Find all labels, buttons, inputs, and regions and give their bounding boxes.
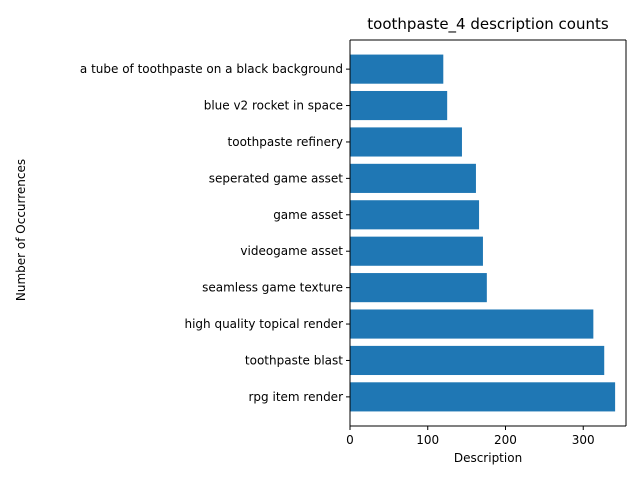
y-tick-label: seperated game asset [209,171,344,185]
y-tick-label: toothpaste blast [245,353,343,367]
bars-group [350,54,616,412]
bar [350,54,444,84]
bar [350,236,483,266]
x-axis-ticks: 0 100 200 300 [346,426,595,447]
y-tick-label: seamless game texture [202,281,343,295]
chart-title: toothpaste_4 description counts [367,15,609,34]
y-tick-label: rpg item render [249,390,344,404]
x-tick-label: 100 [416,433,439,447]
bar [350,127,462,157]
bar [350,90,448,121]
y-tick-label: game asset [273,208,343,222]
bar [350,382,616,412]
y-axis-ticks: rpg item render toothpaste blast high qual… [80,62,350,404]
y-axis-label: Number of Occurrences [14,159,28,301]
x-tick-label: 200 [494,433,517,447]
bar [350,163,476,193]
bar [350,345,605,376]
y-tick-label: toothpaste refinery [228,135,343,149]
x-tick-label: 300 [572,433,595,447]
bar [350,200,480,230]
y-tick-label: a tube of toothpaste on a black backgrou… [80,62,343,76]
bar [350,309,594,339]
bar [350,273,487,303]
x-axis-label: Description [454,451,522,465]
y-tick-label: high quality topical render [184,317,343,331]
y-tick-label: blue v2 rocket in space [204,99,343,113]
x-tick-label: 0 [346,433,354,447]
y-tick-label: videogame asset [240,244,343,258]
